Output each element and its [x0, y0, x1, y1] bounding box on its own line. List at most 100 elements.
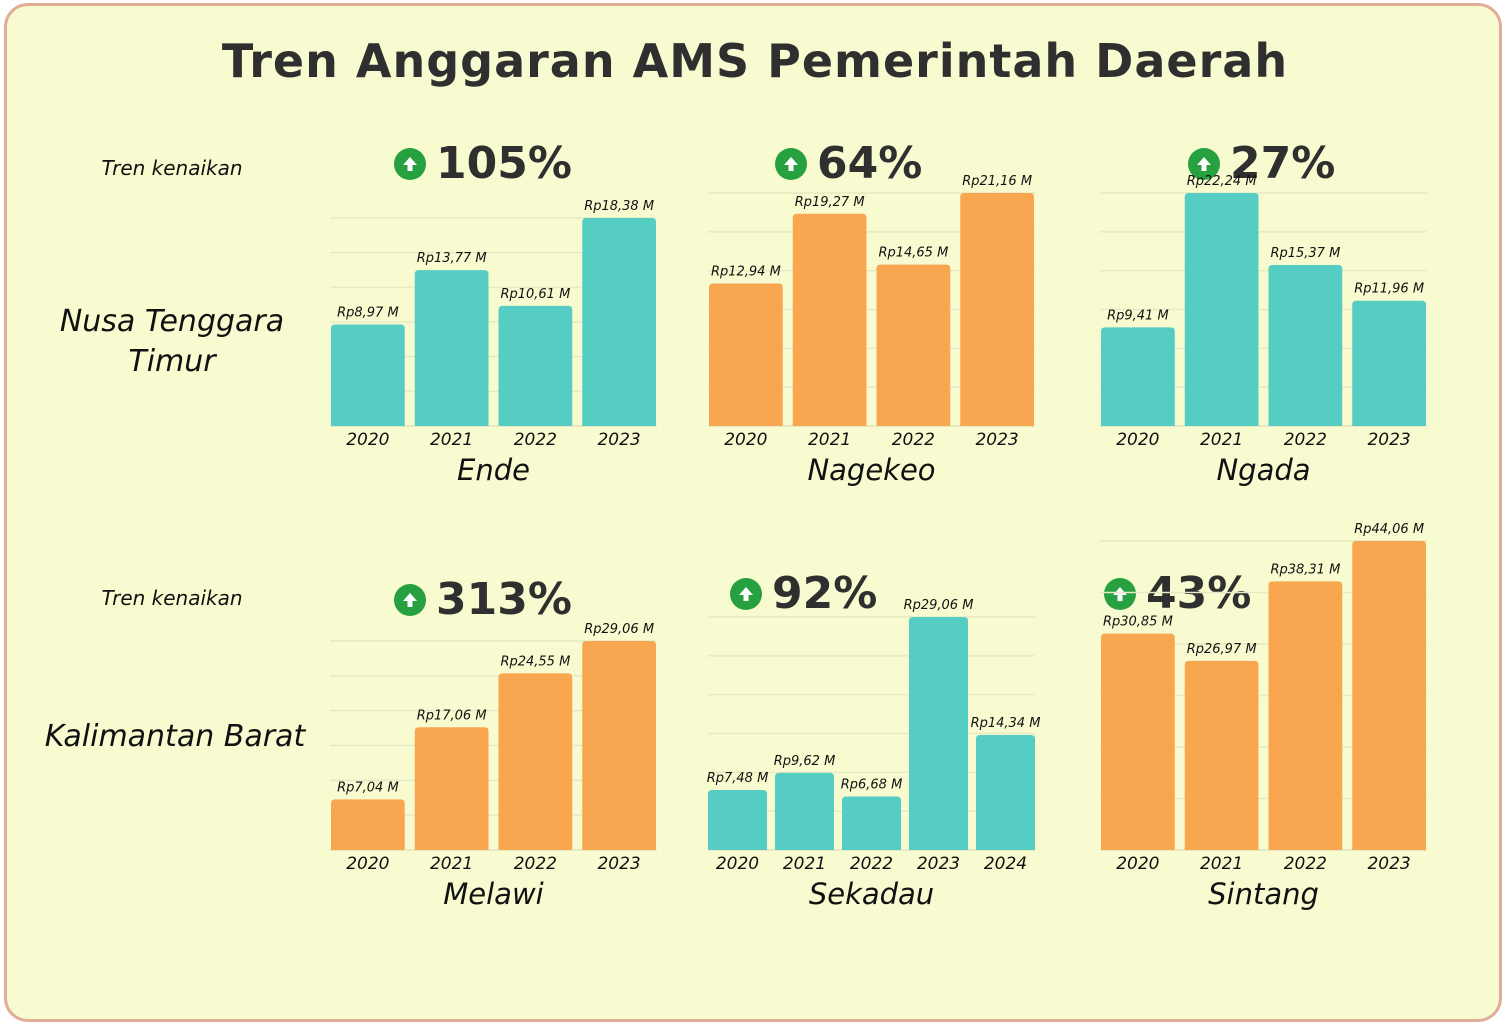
- growth-percent: 64%: [817, 138, 923, 189]
- growth-indicator-nagekeo: 64%: [775, 138, 922, 189]
- tick-label: 2023: [917, 854, 960, 874]
- tick-label: 2023: [975, 430, 1018, 450]
- growth-indicator-sintang: 43%: [1104, 568, 1251, 619]
- growth-percent: 43%: [1146, 568, 1252, 619]
- chart-title: Melawi: [443, 877, 543, 911]
- tick-label: 2022: [514, 854, 557, 874]
- bar-2020: [1101, 633, 1175, 850]
- bar-2020: [331, 324, 405, 426]
- bar-chart-sekadau: Rp7,48 M 2020 Rp9,62 M 2021 Rp6,68 M 2022 Rp29…: [707, 598, 1041, 911]
- data-label: Rp7,48 M: [707, 771, 769, 786]
- bar-2022: [876, 264, 951, 426]
- arrow-up-icon: [1188, 147, 1220, 180]
- growth-indicator-melawi: 313%: [394, 574, 572, 625]
- arrow-up-icon: [394, 147, 426, 180]
- data-label: Rp10,61 M: [500, 287, 570, 302]
- arrow-up-icon: [730, 577, 762, 610]
- tick-label: 2022: [514, 430, 557, 450]
- tick-label: 2020: [716, 854, 759, 874]
- data-label: Rp9,41 M: [1107, 308, 1169, 323]
- data-label: Rp7,04 M: [337, 780, 399, 795]
- growth-indicator-ende: 105%: [394, 138, 572, 189]
- data-label: Rp38,31 M: [1270, 562, 1340, 577]
- data-label: Rp29,06 M: [584, 622, 654, 637]
- tick-label: 2020: [1116, 430, 1159, 450]
- data-label: Rp18,38 M: [584, 199, 654, 214]
- growth-indicator-sekadau: 92%: [730, 568, 877, 619]
- tick-label: 2022: [1284, 430, 1327, 450]
- data-label: Rp22,24 M: [1187, 174, 1257, 189]
- bar-2021: [1184, 660, 1259, 850]
- tick-label: 2023: [597, 854, 640, 874]
- chart-title: Ende: [457, 453, 530, 487]
- growth-percent: 313%: [436, 574, 572, 625]
- tick-label: 2020: [346, 854, 389, 874]
- bar-2022: [498, 305, 573, 426]
- bar-2021: [414, 270, 489, 426]
- bar-2021: [1184, 193, 1259, 426]
- trend-label-row-1: Tren kenaikan: [101, 156, 243, 180]
- bar-2023: [582, 641, 656, 850]
- arrow-up-icon: [1104, 577, 1136, 610]
- data-label: Rp15,37 M: [1270, 246, 1340, 261]
- bar-2020: [709, 283, 783, 426]
- tick-label: 2020: [724, 430, 767, 450]
- bar-2022: [842, 796, 901, 850]
- data-label: Rp13,77 M: [417, 251, 487, 266]
- data-label: Rp30,85 M: [1103, 615, 1173, 630]
- data-label: Rp17,06 M: [417, 708, 487, 723]
- tick-label: 2021: [1200, 430, 1243, 450]
- bar-2020: [1101, 327, 1175, 426]
- data-label: Rp21,16 M: [962, 174, 1032, 189]
- data-label: Rp8,97 M: [337, 305, 399, 320]
- page-title: Tren Anggaran AMS Pemerintah Daerah: [221, 34, 1289, 88]
- region-label-ntt: Nusa Tenggara Timur: [59, 304, 285, 379]
- chart-title: Nagekeo: [807, 453, 935, 487]
- data-label: Rp14,34 M: [971, 716, 1041, 731]
- bar-2023: [909, 617, 968, 850]
- tick-label: 2023: [1367, 854, 1410, 874]
- tick-label: 2022: [892, 430, 935, 450]
- bar-chart-melawi: Rp7,04 M 2020 Rp17,06 M 2021 Rp24,55 M 2022 Rp…: [330, 622, 657, 911]
- bar-2022: [498, 673, 573, 850]
- tick-label: 2021: [430, 430, 473, 450]
- data-label: Rp19,27 M: [795, 195, 865, 210]
- growth-percent: 27%: [1230, 138, 1336, 189]
- bar-2021: [414, 727, 489, 850]
- growth-percent: 92%: [772, 568, 878, 619]
- bar-2021: [792, 213, 867, 426]
- data-label: Rp29,06 M: [904, 598, 974, 613]
- growth-percent: 105%: [436, 138, 572, 189]
- growth-indicator-ngada: 27%: [1188, 138, 1335, 189]
- tick-label: 2024: [984, 854, 1027, 874]
- infographic-card: [4, 3, 1502, 1022]
- data-label: Rp24,55 M: [500, 654, 570, 669]
- tick-label: 2021: [1200, 854, 1243, 874]
- trend-label-row-2: Tren kenaikan: [101, 586, 243, 610]
- tick-label: 2021: [808, 430, 851, 450]
- tick-label: 2023: [1367, 430, 1410, 450]
- data-label: Rp6,68 M: [841, 777, 903, 792]
- tick-label: 2023: [597, 430, 640, 450]
- chart-title: Sintang: [1208, 877, 1319, 911]
- bar-2023: [1352, 300, 1426, 426]
- chart-title: Ngada: [1216, 453, 1310, 487]
- chart-title: Sekadau: [809, 877, 934, 911]
- bar-chart-ngada: Rp9,41 M 2020 Rp22,24 M 2021 Rp15,37 M 2022 Rp…: [1100, 174, 1427, 487]
- tick-label: 2022: [1284, 854, 1327, 874]
- bar-2020: [331, 799, 405, 850]
- tick-label: 2021: [783, 854, 826, 874]
- bar-2022: [1268, 264, 1343, 426]
- bar-2023: [960, 193, 1034, 426]
- bar-2023: [582, 218, 656, 426]
- tick-label: 2022: [850, 854, 893, 874]
- bar-chart-sintang: Rp30,85 M 2020 Rp26,97 M 2021 Rp38,31 M 2022 R…: [1100, 522, 1427, 911]
- data-label: Rp12,94 M: [711, 265, 781, 280]
- data-label: Rp11,96 M: [1354, 282, 1424, 297]
- region-label-kalbar: Kalimantan Barat: [44, 719, 306, 754]
- bar-2020: [708, 790, 767, 850]
- arrow-up-icon: [394, 583, 426, 616]
- arrow-up-icon: [775, 147, 807, 180]
- tick-label: 2021: [430, 854, 473, 874]
- bar-2024: [976, 735, 1035, 850]
